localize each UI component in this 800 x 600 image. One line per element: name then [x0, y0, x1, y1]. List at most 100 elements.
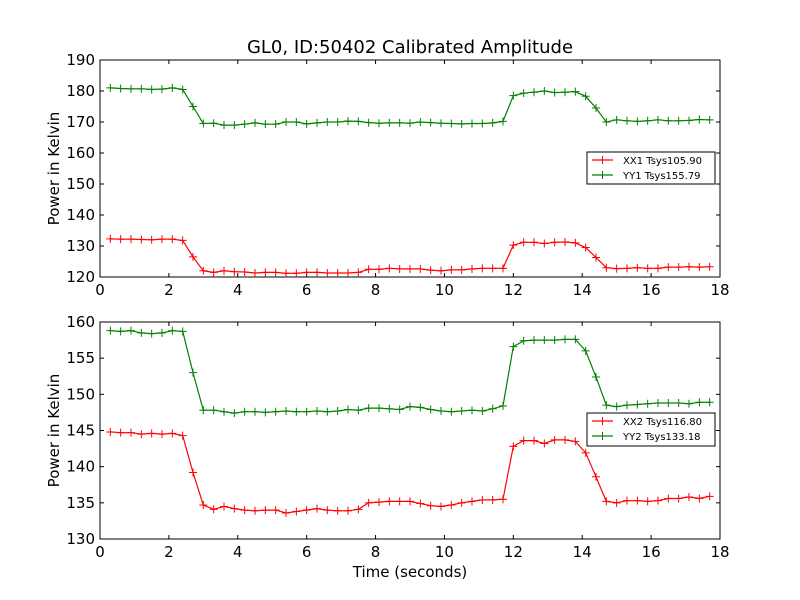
data-point-marker — [354, 505, 363, 514]
data-point-marker — [437, 119, 445, 128]
legend-label: YY2 Tsys133.18 — [622, 432, 701, 443]
data-point-marker — [137, 235, 146, 244]
data-point-marker — [705, 115, 714, 124]
data-point-marker — [168, 429, 177, 438]
data-point-marker — [633, 400, 642, 409]
data-point-marker — [468, 497, 476, 506]
data-point-marker — [488, 264, 497, 273]
data-point-marker — [323, 407, 332, 416]
x-tick-label: 16 — [642, 281, 661, 299]
data-point-marker — [623, 264, 631, 273]
data-point-marker — [106, 83, 115, 92]
legend-marker — [598, 171, 607, 179]
data-point-marker — [519, 436, 528, 445]
x-tick-label: 12 — [504, 281, 523, 299]
data-point-marker — [168, 326, 177, 335]
y-tick-label: 120 — [66, 268, 95, 286]
data-point-marker — [251, 407, 259, 416]
y-axis-label: Power in Kelvin — [45, 374, 63, 488]
data-point-marker — [137, 84, 146, 93]
x-tick-label: 14 — [573, 543, 592, 561]
data-point-marker — [457, 406, 466, 415]
data-point-marker — [261, 506, 270, 515]
data-point-marker — [354, 117, 363, 126]
data-point-marker — [457, 265, 466, 274]
data-point-marker — [292, 269, 301, 278]
data-point-marker — [633, 263, 642, 272]
y-tick-label: 135 — [66, 494, 95, 512]
data-point-marker — [158, 235, 166, 244]
data-point-marker — [695, 494, 704, 503]
x-tick-label: 10 — [435, 281, 454, 299]
data-point-marker — [643, 497, 652, 506]
data-point-marker — [664, 399, 673, 408]
data-point-marker — [705, 398, 714, 407]
data-point-marker — [292, 507, 301, 516]
data-point-marker — [416, 264, 425, 273]
data-point-marker — [344, 268, 352, 277]
data-point-marker — [468, 264, 476, 273]
data-point-marker — [571, 335, 580, 344]
data-point-marker — [561, 435, 569, 444]
data-point-marker — [220, 266, 228, 275]
data-point-marker — [602, 497, 611, 506]
data-point-marker — [623, 496, 631, 505]
data-point-marker — [344, 117, 352, 126]
data-point-marker — [354, 406, 363, 415]
data-point-marker — [705, 262, 714, 271]
data-point-marker — [437, 502, 445, 511]
data-point-marker — [127, 326, 135, 335]
data-point-marker — [488, 404, 497, 413]
data-point-marker — [282, 118, 290, 126]
data-point-marker — [519, 238, 528, 247]
data-point-marker — [178, 236, 187, 245]
data-point-marker — [540, 439, 549, 448]
data-point-marker — [116, 84, 125, 93]
data-point-marker — [540, 336, 549, 345]
data-point-marker — [426, 266, 435, 275]
y-tick-label: 150 — [66, 385, 95, 403]
data-point-marker — [612, 498, 621, 507]
data-point-marker — [168, 83, 177, 92]
data-point-marker — [581, 448, 590, 457]
data-point-marker — [530, 436, 538, 445]
data-point-marker — [695, 115, 704, 124]
data-point-marker — [375, 498, 383, 507]
data-point-marker — [271, 268, 280, 277]
data-point-marker — [147, 329, 156, 338]
x-tick-label: 4 — [233, 281, 243, 299]
data-point-marker — [189, 252, 197, 261]
data-point-marker — [385, 118, 394, 127]
data-point-marker — [406, 119, 414, 128]
data-point-marker — [230, 121, 239, 130]
data-point-marker — [271, 506, 280, 515]
data-point-marker — [364, 498, 373, 507]
data-point-marker — [344, 405, 352, 414]
data-point-marker — [685, 262, 693, 271]
data-point-marker — [240, 506, 249, 515]
data-point-marker — [251, 118, 259, 127]
data-point-marker — [395, 118, 404, 127]
legend-marker — [598, 432, 607, 440]
data-point-marker — [499, 495, 507, 504]
data-point-marker — [209, 505, 218, 514]
data-point-marker — [230, 504, 239, 513]
bottom-panel: 0 2 4 6 8 10 12 14 16 18 130 135 140 145 150 155 160 Powe… — [45, 313, 730, 561]
data-point-marker — [313, 268, 321, 277]
x-tick-label: 10 — [435, 543, 454, 561]
data-point-marker — [499, 117, 507, 126]
data-point-marker — [189, 102, 197, 111]
y-tick-label: 145 — [66, 422, 95, 440]
data-point-marker — [220, 502, 228, 511]
x-tick-label: 8 — [371, 281, 381, 299]
legend-marker — [598, 156, 607, 164]
x-tick-label: 12 — [504, 543, 523, 561]
data-point-marker — [416, 403, 425, 412]
data-point-marker — [385, 264, 394, 273]
data-point-marker — [333, 268, 342, 277]
y-axis-label: Power in Kelvin — [45, 112, 63, 226]
legend-box — [586, 151, 716, 185]
data-point-marker — [685, 399, 693, 408]
data-point-marker — [571, 238, 580, 247]
data-point-marker — [209, 119, 218, 128]
